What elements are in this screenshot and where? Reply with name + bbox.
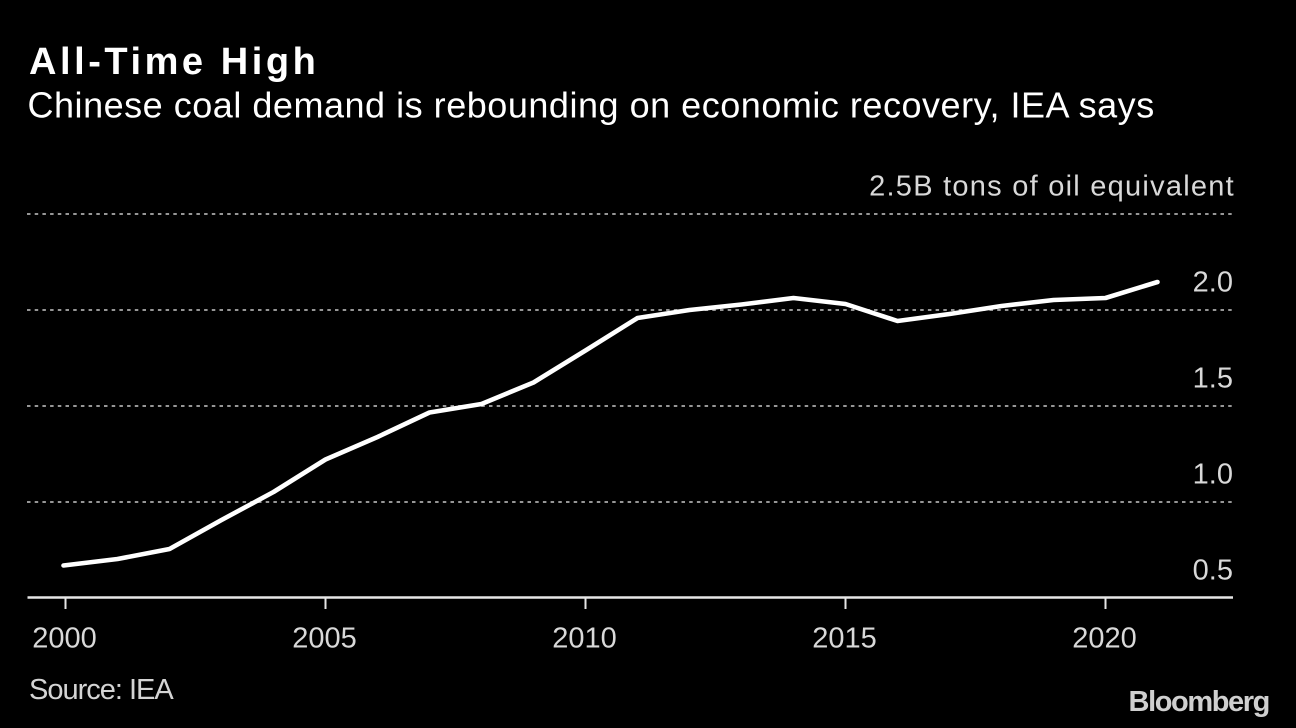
svg-text:Bloomberg: Bloomberg (1129, 686, 1269, 718)
svg-text:1.0: 1.0 (1193, 459, 1233, 491)
svg-text:0.5: 0.5 (1193, 555, 1233, 587)
svg-text:Chinese coal demand is rebound: Chinese coal demand is rebounding on eco… (28, 85, 1155, 126)
svg-text:2020: 2020 (1072, 623, 1137, 655)
svg-text:2.5B tons of oil equivalent: 2.5B tons of oil equivalent (869, 171, 1235, 203)
svg-text:Source: IEA: Source: IEA (29, 674, 174, 706)
svg-text:1.5: 1.5 (1193, 363, 1233, 395)
svg-text:2.0: 2.0 (1193, 267, 1233, 299)
svg-text:2010: 2010 (552, 623, 617, 655)
svg-text:All-Time High: All-Time High (29, 41, 319, 83)
svg-text:2005: 2005 (292, 623, 357, 655)
svg-text:2015: 2015 (812, 623, 877, 655)
svg-text:2000: 2000 (32, 623, 97, 655)
